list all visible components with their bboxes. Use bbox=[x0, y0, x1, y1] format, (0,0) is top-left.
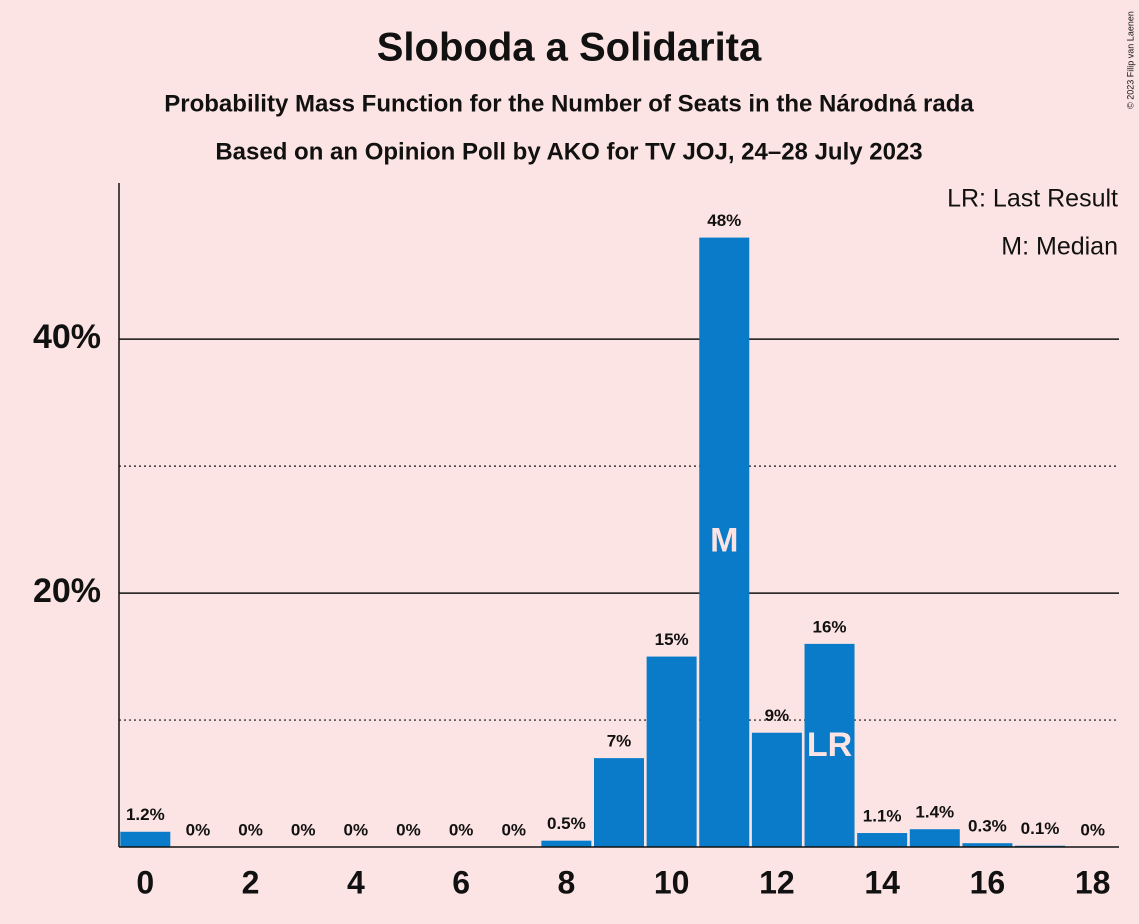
chart-title: Sloboda a Solidarita bbox=[377, 26, 762, 70]
bar bbox=[857, 833, 908, 847]
value-label: 15% bbox=[655, 630, 689, 649]
value-label: 1.4% bbox=[915, 803, 954, 822]
bar bbox=[646, 656, 697, 847]
x-tick-label: 16 bbox=[970, 864, 1006, 900]
value-label: 7% bbox=[607, 732, 632, 751]
x-tick-label: 14 bbox=[864, 864, 900, 900]
x-tick-label: 6 bbox=[452, 864, 470, 900]
chart-subtitle: Probability Mass Function for the Number… bbox=[164, 90, 974, 117]
x-tick-label: 18 bbox=[1075, 864, 1111, 900]
bar bbox=[120, 831, 171, 847]
bar bbox=[699, 237, 750, 848]
legend-entry: LR: Last Result bbox=[947, 185, 1118, 213]
x-tick-label: 10 bbox=[654, 864, 690, 900]
value-label: 1.1% bbox=[863, 807, 902, 826]
x-tick-label: 0 bbox=[136, 864, 154, 900]
copyright: © 2023 Filip van Laenen bbox=[1125, 11, 1135, 109]
value-label: 1.2% bbox=[126, 805, 165, 824]
x-tick-label: 8 bbox=[557, 864, 575, 900]
bar bbox=[962, 843, 1013, 847]
value-label: 0% bbox=[501, 820, 526, 839]
chart-subtitle: Based on an Opinion Poll by AKO for TV J… bbox=[215, 138, 922, 165]
bar bbox=[804, 643, 855, 847]
annotation: M bbox=[710, 521, 738, 559]
value-label: 0.5% bbox=[547, 814, 586, 833]
legend-entry: M: Median bbox=[1001, 233, 1118, 261]
value-label: 16% bbox=[813, 617, 847, 636]
value-label: 48% bbox=[707, 211, 741, 230]
value-label: 0% bbox=[396, 820, 421, 839]
value-label: 0% bbox=[186, 820, 211, 839]
bar bbox=[594, 758, 644, 847]
value-label: 0% bbox=[291, 820, 316, 839]
annotation: LR bbox=[807, 726, 852, 764]
bar bbox=[541, 840, 592, 847]
value-label: 0% bbox=[238, 820, 263, 839]
x-tick-label: 12 bbox=[759, 864, 795, 900]
y-tick-label: 40% bbox=[33, 318, 101, 356]
bar bbox=[751, 732, 802, 847]
value-label: 9% bbox=[765, 706, 790, 725]
value-label: 0% bbox=[1080, 820, 1105, 839]
y-tick-label: 20% bbox=[33, 572, 101, 610]
bar bbox=[909, 829, 960, 847]
value-label: 0% bbox=[344, 820, 369, 839]
x-tick-label: 4 bbox=[347, 864, 365, 900]
value-label: 0% bbox=[449, 820, 474, 839]
value-label: 0.3% bbox=[968, 817, 1007, 836]
x-tick-label: 2 bbox=[242, 864, 260, 900]
value-label: 0.1% bbox=[1021, 819, 1060, 838]
